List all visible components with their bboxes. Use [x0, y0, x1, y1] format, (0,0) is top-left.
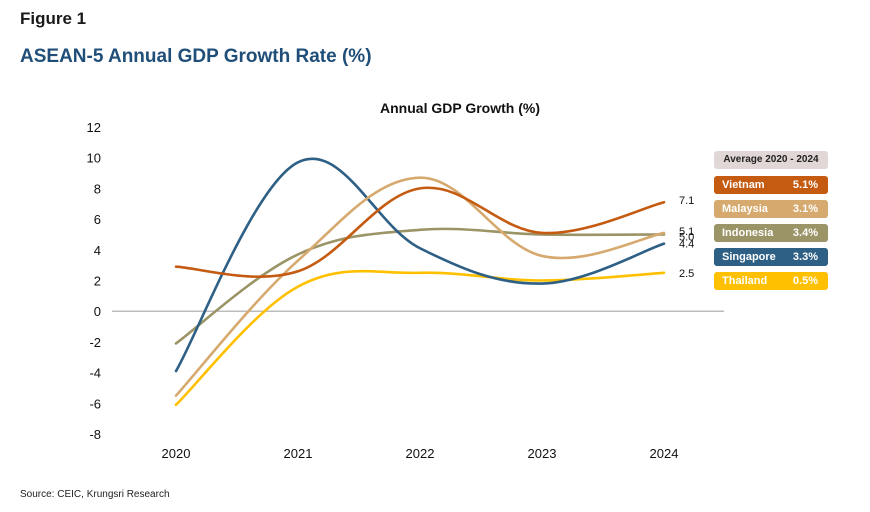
y-tick-label: 10	[87, 151, 101, 166]
x-tick-label: 2021	[284, 446, 313, 461]
end-value-label: 2.5	[679, 268, 694, 280]
legend-item-indonesia: Indonesia 3.4%	[714, 224, 828, 242]
legend-item-average: 3.1%	[792, 203, 818, 215]
x-tick-label: 2022	[406, 446, 435, 461]
series-line-malaysia	[174, 176, 666, 397]
x-tick-label: 2024	[650, 446, 679, 461]
legend-item-average: 0.5%	[792, 275, 818, 287]
legend-item-name: Malaysia	[722, 203, 768, 215]
y-tick-label: 2	[94, 274, 101, 289]
y-tick-label: 12	[87, 120, 101, 135]
y-tick-label: -4	[89, 366, 101, 381]
y-tick-label: -2	[89, 335, 101, 350]
end-value-label: 5.0	[679, 231, 694, 243]
chart-title: Annual GDP Growth (%)	[380, 100, 540, 116]
legend-item-name: Vietnam	[722, 179, 765, 191]
figure-title: ASEAN-5 Annual GDP Growth Rate (%)	[20, 46, 372, 67]
legend-item-malaysia: Malaysia 3.1%	[714, 200, 828, 218]
x-tick-label: 2023	[528, 446, 557, 461]
legend-item-singapore: Singapore 3.3%	[714, 248, 828, 266]
source-note: Source: CEIC, Krungsri Research	[20, 489, 170, 500]
legend-item-average: 3.4%	[792, 227, 818, 239]
series-line-indonesia	[174, 227, 666, 345]
series-line-thailand	[174, 269, 666, 407]
y-tick-label: -8	[89, 427, 101, 442]
end-value-label: 5.1	[679, 226, 694, 238]
series-line-singapore	[174, 157, 666, 373]
y-tick-label: -6	[89, 396, 101, 411]
legend-item-thailand: Thailand 0.5%	[714, 272, 828, 290]
end-value-label: 7.1	[679, 195, 694, 207]
end-value-label: 4.4	[679, 239, 694, 251]
y-tick-label: 6	[94, 212, 101, 227]
y-tick-label: 0	[94, 304, 101, 319]
legend-item-name: Indonesia	[722, 227, 774, 239]
y-tick-label: 8	[94, 181, 101, 196]
series-line-vietnam	[174, 186, 666, 278]
legend-item-name: Singapore	[722, 251, 776, 263]
legend-item-vietnam: Vietnam 5.1%	[714, 176, 828, 194]
legend-item-average: 5.1%	[792, 179, 818, 191]
x-tick-label: 2020	[162, 446, 191, 461]
legend-item-average: 3.3%	[792, 251, 818, 263]
figure-label: Figure 1	[20, 9, 87, 28]
legend-item-name: Thailand	[722, 275, 768, 287]
legend-header: Average 2020 - 2024	[714, 151, 828, 169]
y-tick-label: 4	[94, 243, 101, 258]
